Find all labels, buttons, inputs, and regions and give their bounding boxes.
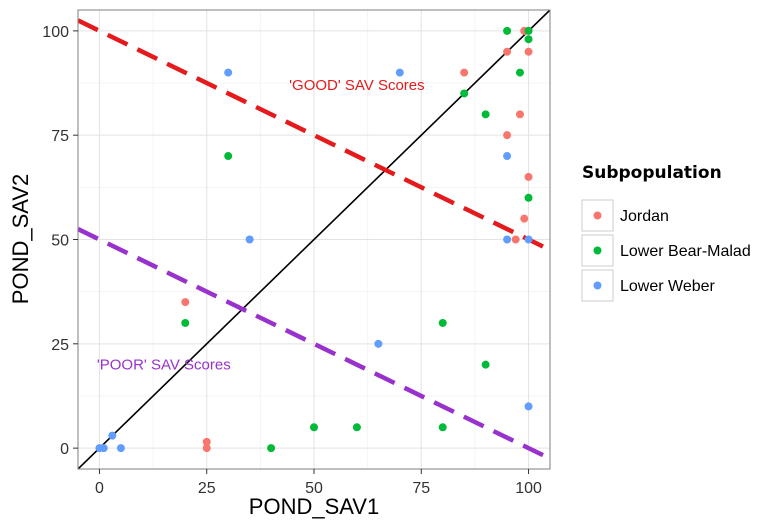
- point-lower-bear-malad: [224, 152, 233, 161]
- point-jordan: [181, 298, 190, 307]
- point-jordan: [524, 172, 533, 181]
- point-lower-bear-malad: [352, 423, 361, 432]
- x-tick-label: 100: [515, 480, 542, 497]
- point-jordan: [202, 444, 211, 453]
- point-lower-bear-malad: [524, 26, 533, 35]
- point-lower-weber: [99, 444, 108, 453]
- y-tick-label: 0: [60, 441, 69, 458]
- axes: 0 25 50 75 100 0 25 50 75 100: [42, 24, 542, 497]
- legend-label: Jordan: [620, 208, 669, 225]
- point-lower-bear-malad: [460, 89, 469, 98]
- y-tick-label: 100: [42, 24, 69, 41]
- x-axis-title: POND_SAV1: [249, 494, 379, 519]
- x-tick-label: 50: [305, 480, 323, 497]
- x-tick-label: 75: [412, 480, 430, 497]
- legend: Subpopulation Jordan Lower Bear-Malad Lower…: [581, 163, 751, 302]
- legend-swatch: [593, 281, 602, 290]
- point-lower-weber: [374, 339, 383, 348]
- point-lower-bear-malad: [267, 444, 276, 453]
- legend-title: Subpopulation: [582, 163, 722, 183]
- data-points: [95, 26, 533, 453]
- point-lower-bear-malad: [515, 68, 524, 77]
- reference-lines: [78, 10, 550, 469]
- point-lower-bear-malad: [310, 423, 318, 432]
- y-axis-title: POND_SAV2: [8, 174, 33, 304]
- x-tick-label: 25: [198, 480, 216, 497]
- point-lower-weber: [224, 68, 233, 77]
- good-line: [78, 18, 550, 252]
- point-lower-weber: [503, 152, 512, 161]
- point-jordan: [515, 110, 524, 119]
- point-lower-weber: [395, 68, 404, 77]
- y-tick-label: 25: [51, 337, 69, 354]
- identity-line: [78, 10, 550, 469]
- point-jordan: [520, 214, 529, 223]
- legend-key: [581, 269, 614, 302]
- annotation-0: 'GOOD' SAV Scores: [289, 77, 424, 94]
- point-lower-weber: [503, 235, 512, 244]
- point-jordan: [524, 47, 533, 56]
- point-lower-bear-malad: [503, 26, 512, 35]
- point-lower-weber: [524, 402, 533, 411]
- point-lower-bear-malad: [481, 360, 490, 369]
- x-tick-label: 0: [95, 480, 104, 497]
- legend-label: Lower Bear-Malad: [620, 243, 751, 260]
- legend-item-jordan: Jordan: [581, 199, 669, 232]
- legend-item-lower-bear-malad: Lower Bear-Malad: [581, 234, 751, 267]
- point-lower-weber: [116, 444, 125, 453]
- poor-line: [78, 227, 550, 461]
- point-jordan: [460, 68, 469, 77]
- point-lower-bear-malad: [524, 193, 533, 202]
- point-lower-bear-malad: [524, 35, 533, 44]
- point-lower-weber: [524, 235, 533, 244]
- legend-swatch: [593, 211, 602, 220]
- legend-swatch: [593, 246, 602, 255]
- annotation-1: 'POOR' SAV Scores: [97, 357, 231, 374]
- y-tick-label: 50: [51, 233, 69, 250]
- point-jordan: [511, 235, 520, 244]
- point-jordan: [503, 47, 512, 56]
- point-lower-weber: [108, 431, 117, 440]
- legend-item-lower-weber: Lower Weber: [581, 269, 716, 302]
- point-lower-bear-malad: [438, 423, 447, 432]
- plot-panel: 'GOOD' SAV Scores 'POOR' SAV Scores: [77, 9, 551, 470]
- point-lower-bear-malad: [438, 318, 447, 327]
- point-jordan: [202, 437, 211, 446]
- point-lower-bear-malad: [481, 110, 490, 119]
- y-tick-label: 75: [51, 128, 69, 145]
- point-lower-weber: [245, 235, 254, 244]
- legend-label: Lower Weber: [620, 278, 716, 295]
- point-lower-bear-malad: [181, 318, 190, 327]
- point-jordan: [503, 131, 512, 140]
